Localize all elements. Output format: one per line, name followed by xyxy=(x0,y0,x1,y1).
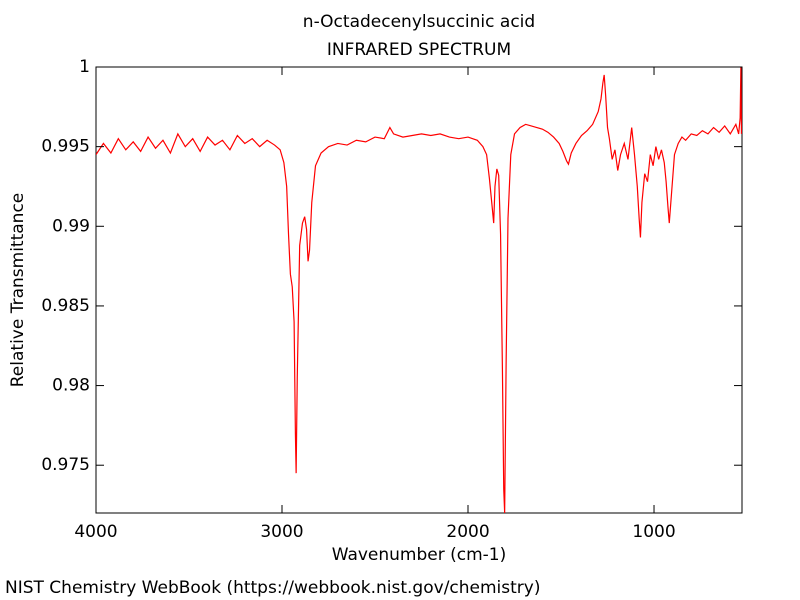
chart-title: n-Octadecenylsuccinic acid xyxy=(303,12,535,32)
x-tick-label: 3000 xyxy=(260,522,303,542)
x-tick-label: 1000 xyxy=(632,522,675,542)
footer: NIST Chemistry WebBook (https://webbook.… xyxy=(5,578,540,598)
y-axis-label: Relative Transmittance xyxy=(8,193,28,388)
x-axis-label: Wavenumber (cm-1) xyxy=(332,545,507,565)
x-tick-label: 4000 xyxy=(74,522,117,542)
y-tick-label: 0.995 xyxy=(41,137,90,157)
y-tick-label: 1 xyxy=(79,57,90,77)
y-tick-label: 0.98 xyxy=(52,376,90,396)
y-tick-label: 0.985 xyxy=(41,296,90,316)
x-tick-label: 2000 xyxy=(446,522,489,542)
plot-frame xyxy=(95,66,743,514)
y-tick-label: 0.99 xyxy=(52,216,90,236)
chart-subtitle: INFRARED SPECTRUM xyxy=(327,40,511,60)
plot-area xyxy=(96,67,742,513)
spectrum-line xyxy=(96,67,742,513)
y-tick-label: 0.975 xyxy=(41,455,90,475)
